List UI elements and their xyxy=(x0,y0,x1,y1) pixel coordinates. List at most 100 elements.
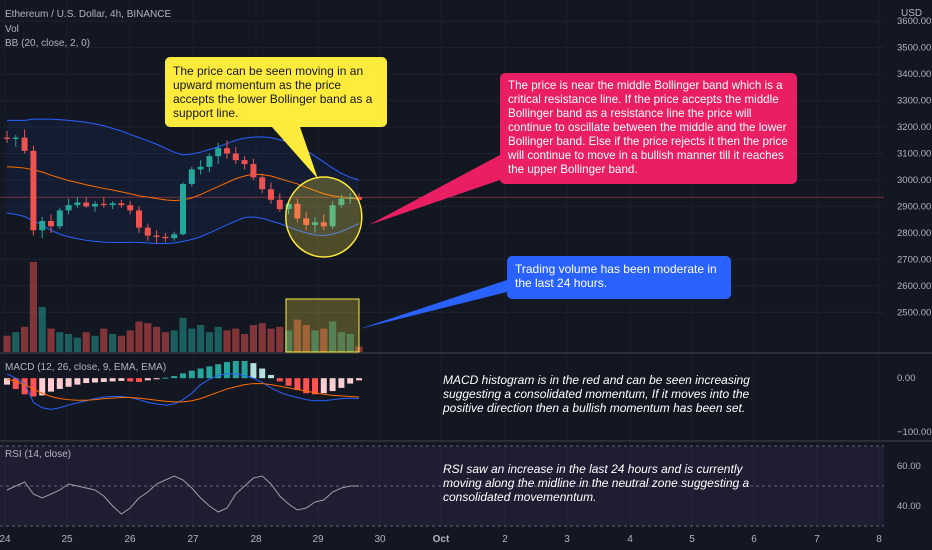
rsi-line xyxy=(6,475,359,515)
price-highlight-circle xyxy=(285,176,363,258)
bollinger-band-fill xyxy=(7,119,359,244)
macd-histogram-bar xyxy=(356,378,362,381)
candle-body xyxy=(241,160,248,165)
volume-bar xyxy=(47,328,55,352)
candle-body xyxy=(39,220,46,231)
volume-bar xyxy=(188,328,196,352)
volume-bar xyxy=(276,326,284,352)
volume-bar xyxy=(91,335,99,352)
macd-panel xyxy=(4,360,362,410)
candle-body xyxy=(312,222,318,225)
macd-histogram-bar xyxy=(144,378,151,381)
price-tick-label: 2800.00 xyxy=(897,228,931,239)
volume-bar xyxy=(311,330,319,352)
currency-label: USD xyxy=(901,8,923,19)
volume-bar xyxy=(346,334,354,352)
macd-histogram-bar xyxy=(127,378,134,382)
pink-annotation: The price is near the middle Bollinger b… xyxy=(500,73,797,184)
time-tick-label: 27 xyxy=(187,534,199,545)
volume-bars xyxy=(3,262,363,352)
price-tick-label: 3400.00 xyxy=(897,69,931,80)
candle-body xyxy=(48,220,54,227)
macd-histogram-bar xyxy=(100,378,107,382)
volume-bar xyxy=(117,335,125,352)
candle-body xyxy=(268,189,274,200)
rsi-legend: RSI (14, close) xyxy=(5,449,72,460)
volume-bar xyxy=(56,332,64,352)
macd-histogram-bar xyxy=(197,368,204,379)
vol-legend: Vol xyxy=(5,24,19,35)
candle-body xyxy=(56,210,63,227)
yellow-annotation: The price can be seen moving in an upwar… xyxy=(165,57,387,127)
candle-body xyxy=(276,199,283,210)
candle-body xyxy=(92,203,98,207)
pink-callout-pointer xyxy=(368,155,500,226)
volume-highlight-box xyxy=(285,298,360,353)
candle-body xyxy=(197,166,204,170)
candle-body xyxy=(206,156,213,167)
rsi-tick-label: 60.00 xyxy=(897,461,921,472)
time-tick-label: 8 xyxy=(876,534,882,545)
candle-body xyxy=(294,203,301,219)
volume-bar xyxy=(109,334,117,352)
volume-bar xyxy=(329,321,337,352)
macd-histogram-bar xyxy=(320,378,327,394)
candle-body xyxy=(232,153,239,161)
symbol-title: Ethereum / U.S. Dollar, 4h, BINANCE xyxy=(5,9,172,20)
volume-bar xyxy=(126,330,134,352)
volume-bar xyxy=(161,332,169,352)
axes: 2500.00 2600.00 2700.00 2800.00 2900.00 3000.… xyxy=(0,16,932,545)
macd-histogram-bar xyxy=(12,378,19,389)
candle-body xyxy=(224,148,230,154)
macd-histogram-bar xyxy=(294,378,301,391)
macd-histogram-bar xyxy=(65,378,72,387)
volume-bar xyxy=(100,328,108,352)
candle-body xyxy=(118,203,125,206)
volume-bar xyxy=(267,328,275,352)
macd-histogram-bar xyxy=(92,378,98,383)
bb-lower-line xyxy=(6,212,360,244)
macd-histogram-bar xyxy=(109,378,116,382)
macd-histogram-bar xyxy=(48,378,54,392)
macd-tick-label: 0.00 xyxy=(897,373,916,384)
macd-histogram-bar xyxy=(241,360,248,379)
macd-histogram-bar xyxy=(83,378,90,384)
time-tick-label: 28 xyxy=(250,534,262,545)
macd-histogram-bar xyxy=(171,376,178,379)
macd-note: MACD histogram is in the red and can be … xyxy=(443,373,750,415)
price-tick-label: 3200.00 xyxy=(897,122,931,133)
volume-bar xyxy=(197,325,205,352)
macd-histogram-bar xyxy=(312,378,318,395)
macd-histogram-bar xyxy=(215,364,222,379)
macd-histogram-bar xyxy=(224,362,230,379)
macd-tick-label: −100.00 xyxy=(897,427,932,438)
volume-bar xyxy=(82,332,90,352)
macd-histogram-bar xyxy=(285,378,292,386)
volume-bar xyxy=(65,334,73,352)
bb-legend: BB (20, close, 2, 0) xyxy=(5,38,91,49)
candle-body xyxy=(356,197,362,200)
candle-body xyxy=(329,205,336,227)
volume-bar xyxy=(241,334,249,352)
time-tick-label: 7 xyxy=(814,534,820,545)
candle-body xyxy=(285,203,292,210)
price-tick-label: 2500.00 xyxy=(897,307,931,318)
macd-histogram-bar xyxy=(74,378,81,385)
candles xyxy=(4,129,362,244)
volume-bar xyxy=(135,321,143,352)
macd-legend: MACD (12, 26, close, 9, EMA, EMA) xyxy=(5,362,167,373)
price-tick-label: 3600.00 xyxy=(897,16,931,27)
macd-line xyxy=(6,373,360,410)
candle-body xyxy=(127,205,134,211)
time-tick-label: 4 xyxy=(627,534,633,545)
candle-body xyxy=(188,169,195,184)
volume-bar xyxy=(258,323,266,352)
time-tick-label: 29 xyxy=(312,534,324,545)
volume-bar xyxy=(205,332,213,352)
volume-bar xyxy=(12,332,20,352)
time-tick-label: 3 xyxy=(564,534,570,545)
macd-histogram-bar xyxy=(303,378,310,394)
macd-histogram-bar xyxy=(250,363,257,379)
candle-body xyxy=(144,227,151,236)
time-tick-label: 6 xyxy=(751,534,757,545)
